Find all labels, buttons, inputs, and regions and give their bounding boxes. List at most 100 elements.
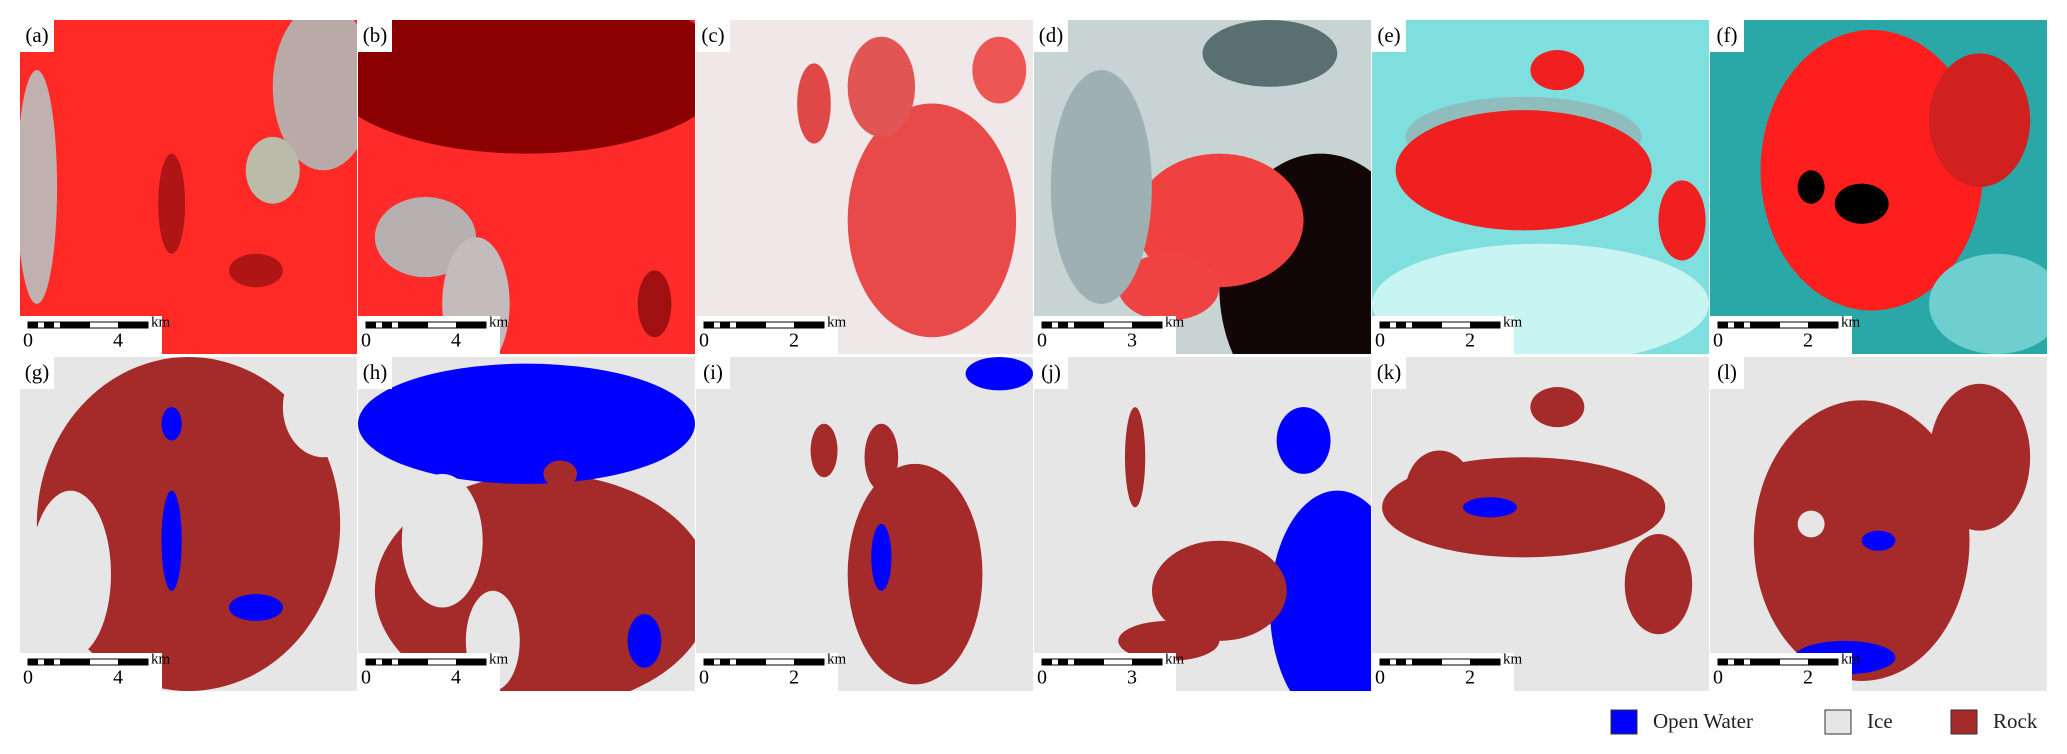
scale-bar-segment — [1380, 322, 1390, 328]
region — [1929, 253, 2047, 354]
region — [158, 153, 186, 254]
scale-bar-segment — [44, 322, 54, 328]
region — [543, 460, 578, 488]
label-box — [20, 357, 54, 389]
panel: (a) 0 4 km — [20, 20, 357, 354]
region — [847, 103, 1017, 338]
scale-bar-segment — [1412, 659, 1442, 665]
panel: (l) 0 2 km — [1710, 357, 2047, 691]
panel: (g) 0 4 km — [20, 357, 357, 691]
region — [965, 357, 1033, 391]
scale-end: 2 — [789, 330, 799, 352]
scale-bar-segment — [1734, 322, 1744, 328]
region — [1462, 497, 1517, 518]
region — [1118, 620, 1220, 661]
region — [847, 36, 916, 137]
scale-end: 2 — [789, 667, 799, 689]
scale-bar-segment — [704, 659, 714, 665]
panel-image — [1034, 20, 1371, 354]
scale-bar-segment — [1808, 659, 1838, 665]
panel-label: (b) — [363, 23, 388, 47]
region — [228, 253, 283, 288]
label-box — [696, 20, 730, 52]
region — [1658, 180, 1706, 261]
panel: (b) 0 4 km — [358, 20, 695, 354]
scale-bar-segment — [382, 322, 392, 328]
panel-image — [358, 357, 695, 691]
region — [374, 197, 476, 278]
region — [1050, 70, 1152, 304]
scale-unit: km — [489, 314, 509, 330]
scale-unit: km — [151, 314, 171, 330]
scale-unit: km — [1165, 314, 1185, 330]
scale-end: 3 — [1127, 330, 1137, 352]
panel-label: (i) — [703, 360, 723, 384]
region — [810, 423, 838, 478]
scale-bar-segment — [1470, 659, 1500, 665]
scale-unit: km — [1503, 314, 1523, 330]
scale-bar-segment — [60, 659, 90, 665]
scale-bar-segment — [366, 322, 376, 328]
panel-image — [1372, 20, 1709, 354]
scale-bar-segment — [1470, 322, 1500, 328]
scale-bar-segment — [1058, 659, 1068, 665]
scale-start: 0 — [1713, 667, 1723, 689]
scale-bar-segment — [1058, 322, 1068, 328]
legend-label: Ice — [1867, 709, 1893, 733]
region — [1151, 540, 1287, 641]
scale-bar-segment — [1396, 659, 1406, 665]
scale-unit: km — [827, 314, 847, 330]
region — [1530, 387, 1585, 428]
region — [161, 407, 182, 441]
panel: (j) 0 3 km — [1034, 357, 1371, 691]
scale-bar-segment — [366, 659, 376, 665]
label-box — [1372, 20, 1406, 52]
scale-end: 4 — [451, 667, 461, 689]
panel-label: (f) — [1717, 23, 1738, 47]
region — [1929, 383, 2031, 531]
panel-label: (e) — [1377, 23, 1400, 47]
scale-bar-segment — [118, 322, 148, 328]
scale-bar-segment — [794, 659, 824, 665]
scale-end: 2 — [1803, 667, 1813, 689]
scale-bar-segment — [1808, 322, 1838, 328]
region — [1118, 253, 1220, 321]
panel: (c) 0 2 km — [696, 20, 1033, 354]
region — [1929, 53, 2031, 187]
scale-end: 2 — [1465, 667, 1475, 689]
scale-bar-segment — [704, 322, 714, 328]
panel-image — [1034, 357, 1371, 691]
panel: (d) 0 3 km — [1034, 20, 1371, 354]
scale-unit: km — [1503, 651, 1523, 667]
region — [637, 270, 672, 338]
region — [627, 614, 662, 668]
region — [228, 594, 283, 621]
region — [1760, 30, 1983, 311]
region — [1135, 153, 1304, 288]
label-box — [358, 357, 392, 389]
region — [30, 490, 111, 658]
panel: (f) 0 2 km — [1710, 20, 2047, 354]
scale-bar-segment — [60, 322, 90, 328]
legend-swatch — [1950, 709, 1978, 735]
scale-bar-segment — [1132, 659, 1162, 665]
scale-bar-segment — [1412, 322, 1442, 328]
panel: (i) 0 2 km — [696, 357, 1033, 691]
region — [972, 36, 1027, 104]
scale-bar-segment — [456, 322, 486, 328]
scale-bar-segment — [398, 659, 428, 665]
scale-end: 3 — [1127, 667, 1137, 689]
scale-bar-segment — [1718, 659, 1728, 665]
region — [358, 363, 695, 484]
panel-image — [20, 20, 357, 354]
scale-unit: km — [1165, 651, 1185, 667]
region — [245, 136, 300, 204]
scale-bar-segment — [720, 322, 730, 328]
panel-image — [696, 357, 1033, 691]
panel-label: (c) — [701, 23, 724, 47]
region — [1395, 110, 1652, 231]
legend-swatch — [1610, 709, 1638, 735]
panel-label: (l) — [1717, 360, 1737, 384]
panel-image — [696, 20, 1033, 354]
